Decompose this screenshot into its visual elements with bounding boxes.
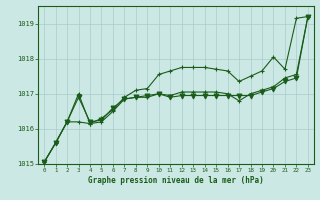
X-axis label: Graphe pression niveau de la mer (hPa): Graphe pression niveau de la mer (hPa) [88, 176, 264, 185]
